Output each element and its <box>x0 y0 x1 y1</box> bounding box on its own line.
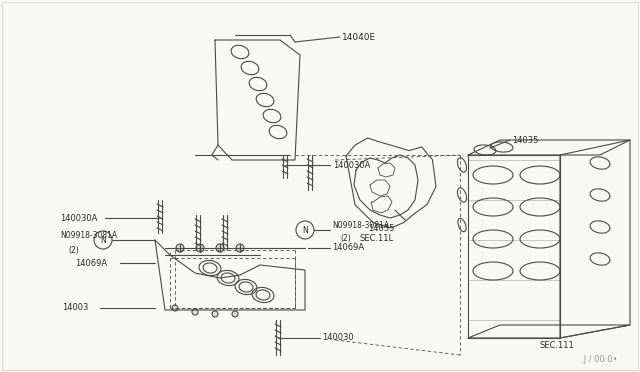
Circle shape <box>192 309 198 315</box>
Text: 14069A: 14069A <box>332 244 364 253</box>
Text: 14003: 14003 <box>62 304 88 312</box>
Circle shape <box>212 311 218 317</box>
Text: SEC.111: SEC.111 <box>540 340 575 350</box>
Text: 140030A: 140030A <box>333 160 371 170</box>
Text: SEC.11L: SEC.11L <box>360 234 394 243</box>
Text: N: N <box>302 225 308 234</box>
Circle shape <box>296 221 314 239</box>
Text: 140030A: 140030A <box>60 214 97 222</box>
Circle shape <box>232 311 238 317</box>
Text: 140030: 140030 <box>322 334 354 343</box>
Text: (2): (2) <box>68 246 79 254</box>
Circle shape <box>196 244 204 252</box>
Circle shape <box>236 244 244 252</box>
Circle shape <box>94 231 112 249</box>
Text: 14035: 14035 <box>368 224 394 232</box>
Text: N09918-3081A: N09918-3081A <box>332 221 389 230</box>
Text: .J / 00·0•: .J / 00·0• <box>582 356 618 365</box>
Text: 14040E: 14040E <box>342 32 376 42</box>
Text: 14035: 14035 <box>512 135 538 144</box>
Text: N: N <box>100 235 106 244</box>
Text: 14069A: 14069A <box>75 259 107 267</box>
Text: (2): (2) <box>340 234 351 243</box>
Circle shape <box>176 244 184 252</box>
Circle shape <box>172 305 178 311</box>
Text: N09918-3081A: N09918-3081A <box>60 231 117 240</box>
Circle shape <box>216 244 224 252</box>
